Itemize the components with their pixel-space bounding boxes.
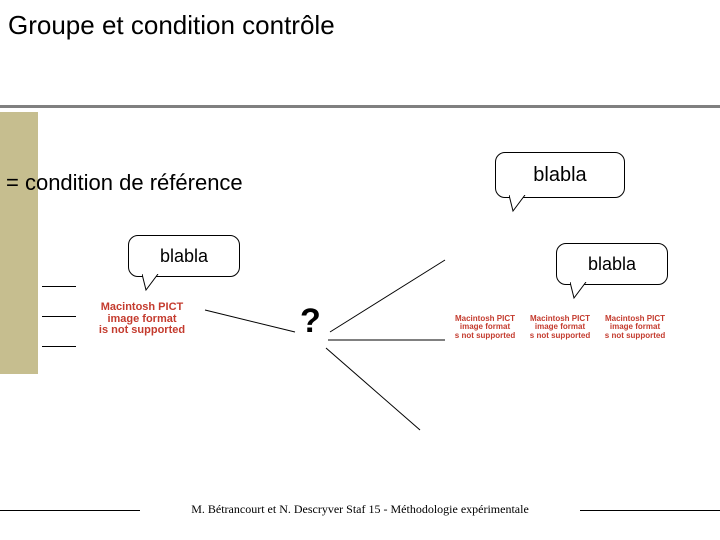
slide-root: { "title": { "text": "Groupe et conditio… — [0, 0, 720, 540]
speech-tail-icon — [509, 195, 531, 218]
subtitle-text: = condition de référence — [6, 170, 243, 196]
slide-title: Groupe et condition contrôle — [8, 10, 335, 41]
footer-rule — [580, 510, 720, 511]
speech-tail-icon — [142, 274, 164, 297]
speech-bubble: blabla — [556, 243, 668, 285]
pict-placeholder: Macintosh PICTimage formats not supporte… — [525, 315, 595, 340]
speech-tail-icon — [570, 282, 592, 305]
title-divider — [0, 105, 720, 108]
left-accent-bar — [0, 112, 38, 374]
pict-placeholder: Macintosh PICTimage formats not supporte… — [450, 315, 520, 340]
speech-bubble-text: blabla — [128, 235, 240, 277]
footer-rule — [0, 510, 140, 511]
pict-placeholder: Macintosh PICTimage formats not supporte… — [600, 315, 670, 340]
speech-bubble-text: blabla — [495, 152, 625, 198]
pict-placeholder: Macintosh PICTimage formatis not support… — [92, 302, 192, 337]
question-mark: ? — [300, 302, 321, 341]
connector-lines — [200, 250, 460, 450]
list-tick-line — [42, 346, 76, 347]
speech-bubble: blabla — [495, 152, 625, 198]
list-tick-line — [42, 316, 76, 317]
list-tick-line — [42, 286, 76, 287]
speech-bubble: blabla — [128, 235, 240, 277]
speech-bubble-text: blabla — [556, 243, 668, 285]
footer-text: M. Bétrancourt et N. Descryver Staf 15 -… — [150, 502, 570, 517]
